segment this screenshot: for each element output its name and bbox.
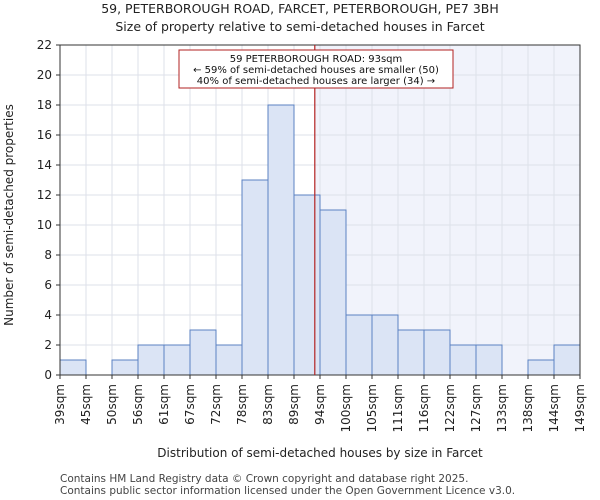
footer-copyright: Contains HM Land Registry data © Crown c… — [60, 473, 469, 485]
bar — [59, 359, 87, 376]
y-tick-label: 2 — [44, 338, 52, 352]
bar — [189, 329, 217, 376]
x-tick-label: 94sqm — [313, 384, 327, 425]
annotation-subject: 59 PETERBOROUGH ROAD: 93sqm — [230, 54, 403, 65]
bar — [527, 359, 555, 376]
footer-licence: Contains public sector information licen… — [60, 485, 516, 497]
x-tick-label: 105sqm — [365, 384, 379, 432]
bar — [215, 344, 243, 376]
bar — [553, 344, 581, 376]
y-tick-label: 12 — [37, 188, 52, 202]
bar — [137, 344, 165, 376]
x-tick-label: 122sqm — [443, 384, 457, 432]
bar — [475, 344, 503, 376]
x-tick-label: 45sqm — [79, 384, 93, 425]
annotation-box — [178, 49, 454, 89]
x-tick-label: 89sqm — [287, 384, 301, 425]
bar — [397, 329, 425, 376]
x-tick-label: 138sqm — [521, 384, 535, 432]
x-tick-label: 67sqm — [183, 384, 197, 425]
bar — [371, 314, 399, 376]
x-tick-label: 116sqm — [417, 384, 431, 432]
x-tick-label: 50sqm — [105, 384, 119, 425]
bar — [423, 329, 451, 376]
y-tick-label: 18 — [37, 98, 52, 112]
y-tick-label: 6 — [44, 278, 52, 292]
y-tick-label: 14 — [37, 158, 52, 172]
y-tick-label: 8 — [44, 248, 52, 262]
x-tick-label: 133sqm — [495, 384, 509, 432]
x-tick-label: 100sqm — [339, 384, 353, 432]
x-tick-label: 78sqm — [235, 384, 249, 425]
x-tick-label: 56sqm — [131, 384, 145, 425]
chart-title: 59, PETERBOROUGH ROAD, FARCET, PETERBORO… — [101, 1, 499, 16]
bar — [345, 314, 373, 376]
bar — [267, 104, 295, 376]
bar — [111, 359, 139, 376]
y-tick-label: 22 — [37, 38, 52, 52]
x-tick-label: 144sqm — [547, 384, 561, 432]
bar — [449, 344, 477, 376]
x-tick-label: 39sqm — [53, 384, 67, 425]
x-tick-label: 72sqm — [209, 384, 223, 425]
x-tick-label: 127sqm — [469, 384, 483, 432]
bar — [319, 209, 347, 376]
y-tick-label: 4 — [44, 308, 52, 322]
bar — [293, 194, 321, 376]
x-tick-label: 111sqm — [391, 384, 405, 432]
annotation-larger: 40% of semi-detached houses are larger (… — [197, 76, 435, 87]
x-axis-label: Distribution of semi-detached houses by … — [157, 446, 483, 460]
y-tick-label: 20 — [37, 68, 52, 82]
annotation-smaller: ← 59% of semi-detached houses are smalle… — [193, 65, 439, 76]
bar — [163, 344, 191, 376]
x-tick-label: 61sqm — [157, 384, 171, 425]
x-tick-label: 149sqm — [573, 384, 587, 432]
y-tick-label: 16 — [37, 128, 52, 142]
bar-chart: 0 2 4 6 8 10 12 14 16 18 20 22 39sqm 45sqm 50sqm 56sqm 6… — [2, 38, 587, 460]
y-tick-label: 10 — [37, 218, 52, 232]
y-tick-label: 0 — [44, 368, 52, 382]
chart-subtitle: Size of property relative to semi-detach… — [115, 19, 485, 34]
y-axis-label: Number of semi-detached properties — [2, 104, 16, 326]
x-tick-label: 83sqm — [261, 384, 275, 425]
bar — [241, 179, 269, 376]
